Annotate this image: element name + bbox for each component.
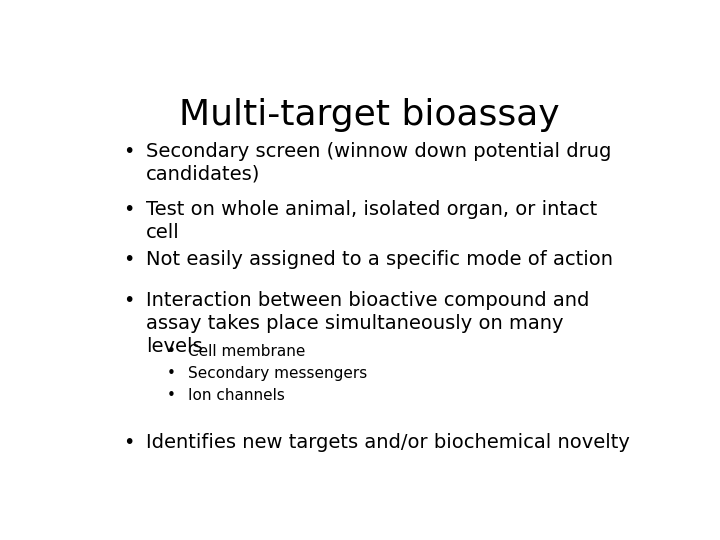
Text: Not easily assigned to a specific mode of action: Not easily assigned to a specific mode o…	[145, 250, 613, 269]
Text: Identifies new targets and/or biochemical novelty: Identifies new targets and/or biochemica…	[145, 433, 630, 452]
Text: •: •	[123, 141, 135, 161]
Text: Multi-target bioassay: Multi-target bioassay	[179, 98, 559, 132]
Text: Test on whole animal, isolated organ, or intact
cell: Test on whole animal, isolated organ, or…	[145, 200, 597, 242]
Text: •: •	[123, 433, 135, 452]
Text: Secondary messengers: Secondary messengers	[188, 366, 367, 381]
Text: •: •	[166, 366, 176, 381]
Text: Interaction between bioactive compound and
assay takes place simultaneously on m: Interaction between bioactive compound a…	[145, 292, 589, 356]
Text: Cell membrane: Cell membrane	[188, 344, 305, 359]
Text: •: •	[123, 200, 135, 219]
Text: •: •	[123, 250, 135, 269]
Text: •: •	[123, 292, 135, 310]
Text: •: •	[166, 388, 176, 403]
Text: •: •	[166, 344, 176, 359]
Text: Ion channels: Ion channels	[188, 388, 284, 403]
Text: Secondary screen (winnow down potential drug
candidates): Secondary screen (winnow down potential …	[145, 141, 611, 184]
